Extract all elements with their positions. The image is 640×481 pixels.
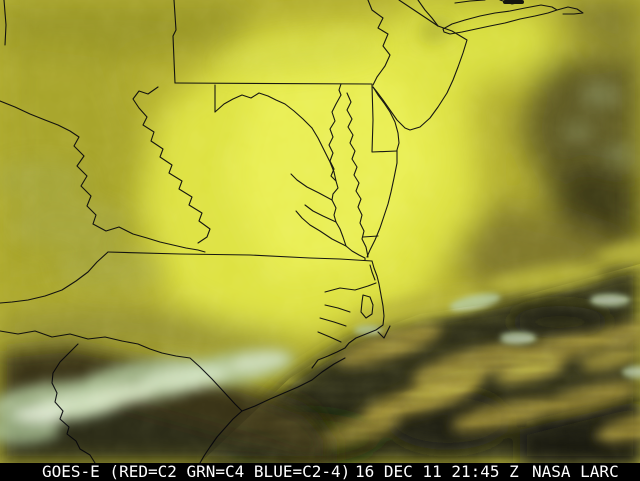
coast-alligator — [360, 294, 374, 319]
border-tn-nc — [0, 251, 109, 304]
border-ky-va — [92, 223, 206, 253]
coast-delmarva-atlantic — [366, 149, 398, 258]
river-rappahannock — [290, 173, 333, 201]
river-york — [304, 204, 337, 223]
satellite-map — [0, 0, 640, 463]
border-md-va-delmarva — [362, 235, 379, 238]
border-far-left — [3, 0, 7, 46]
river-potomac-upper — [214, 92, 313, 129]
coast-albemarle — [324, 282, 377, 293]
state-borders — [0, 0, 584, 463]
satellite-map-canvas — [0, 0, 640, 463]
border-pa-west — [172, 0, 177, 84]
border-ga-sc — [51, 343, 96, 463]
caption-agency: NASA LARC — [532, 462, 619, 481]
coast-hatteras-sliver — [377, 325, 391, 339]
coast-long-island — [442, 4, 558, 35]
border-ohio-river — [0, 100, 97, 225]
coast-nc-south — [241, 357, 346, 412]
coast-currituck — [369, 260, 380, 285]
coast-susquehanna — [338, 83, 342, 96]
river-james — [295, 210, 347, 247]
caption-bar: GOES-E (RED=C2 GRN=C4 BLUE=C2-4) 16 DEC … — [0, 463, 640, 480]
caption-product: GOES-E (RED=C2 GRN=C4 BLUE=C2-4) — [42, 462, 351, 481]
border-va-nc — [107, 251, 373, 262]
caption-datetime: 16 DEC 11 21:45 Z — [355, 462, 519, 481]
border-wv-va — [132, 86, 211, 244]
border-hudson — [417, 0, 439, 27]
coast-outer-banks — [311, 283, 385, 369]
border-de-md — [371, 84, 398, 153]
coast-chesapeake-west — [328, 94, 366, 261]
coast-montauk-fork — [556, 6, 584, 15]
coast-delaware-bay — [372, 86, 400, 151]
border-nc-sc — [0, 330, 243, 412]
coast-neuse — [317, 331, 342, 343]
coast-pamlico-river — [319, 304, 351, 327]
coast-sc — [199, 410, 243, 463]
border-mason-dixon — [174, 82, 373, 85]
coast-nj — [372, 25, 468, 131]
river-potomac-estuary — [311, 127, 337, 182]
border-ny-nj — [398, 0, 439, 27]
border-delaware-river — [367, 0, 391, 86]
coast-chesapeake-east — [346, 92, 369, 258]
